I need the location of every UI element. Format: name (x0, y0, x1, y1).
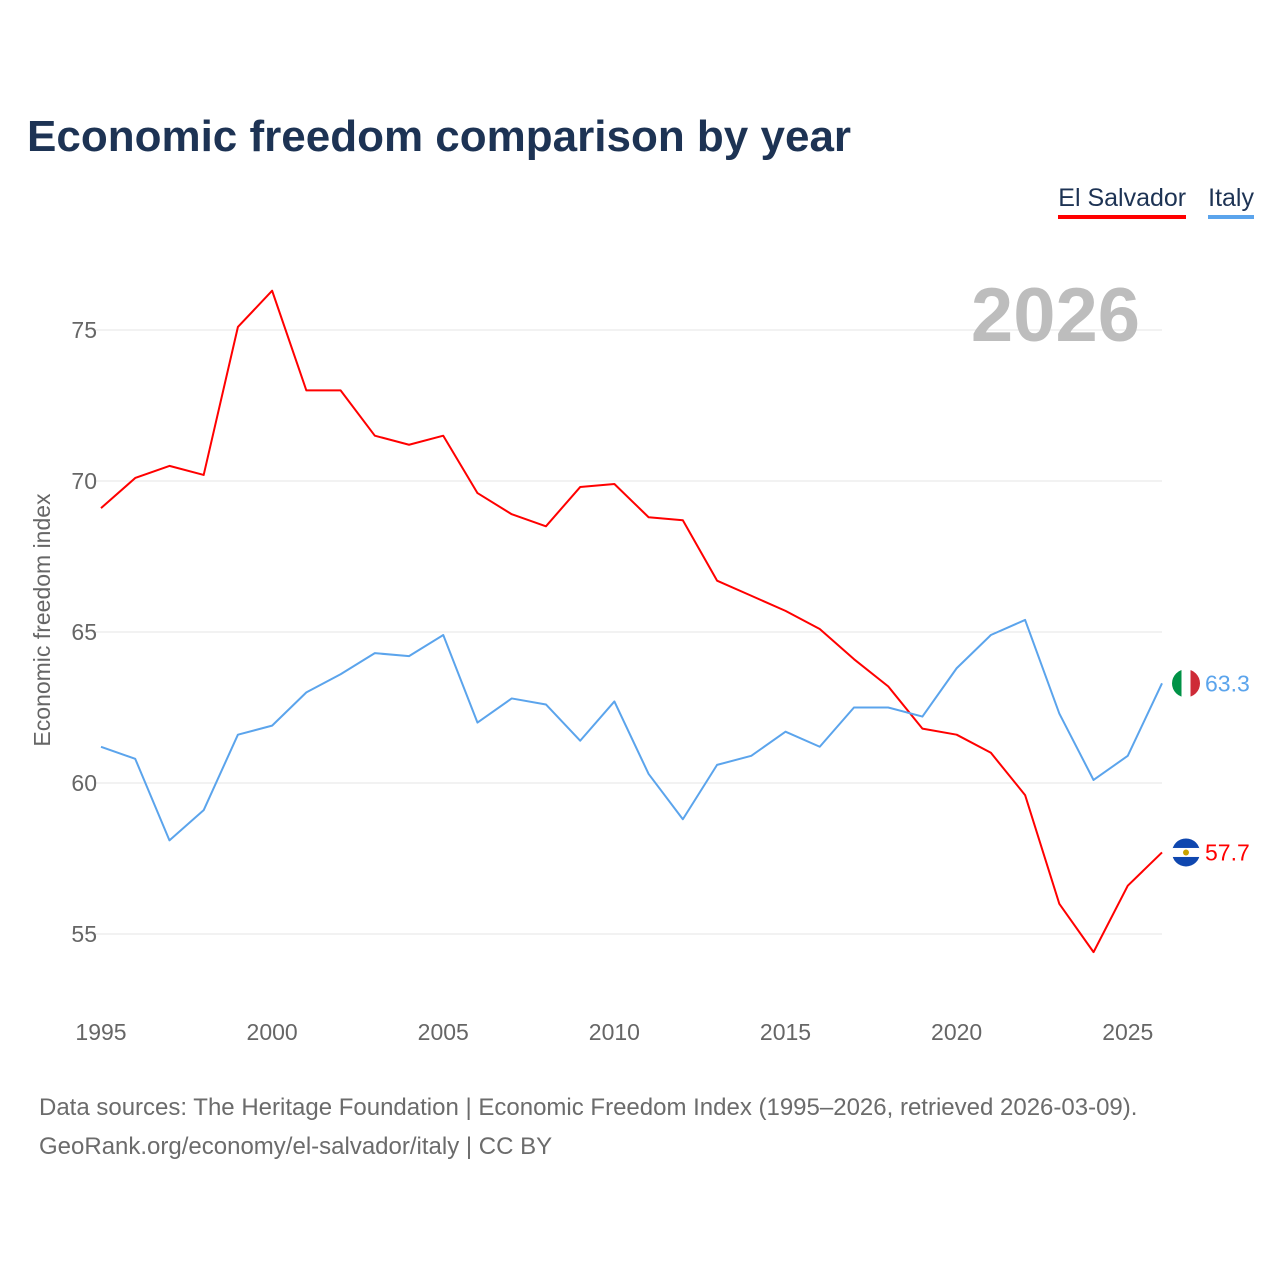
current-year-label: 2026 (971, 273, 1140, 358)
y-tick-label: 75 (71, 317, 97, 343)
italy-flag-icon (1172, 669, 1200, 698)
y-axis-label: Economic freedom index (29, 493, 55, 747)
attribution-link[interactable]: GeoRank.org/economy/el-salvador/italy | … (39, 1133, 553, 1160)
legend-item-el-salvador[interactable]: El Salvador (1058, 184, 1187, 219)
x-tick-label: 2005 (418, 1019, 469, 1045)
data-source-text: Data sources: The Heritage Foundation | … (39, 1094, 1138, 1121)
legend-item-italy[interactable]: Italy (1208, 184, 1254, 219)
x-tick-label: 2025 (1102, 1019, 1153, 1045)
x-tick-label: 1995 (75, 1019, 126, 1045)
legend: El Salvador Italy (1058, 184, 1254, 219)
el-salvador-flag-icon (1172, 838, 1200, 867)
series-line-el-salvador (100, 289, 1163, 954)
end-value-label-italy: 63.3 (1205, 670, 1250, 696)
x-tick-label: 2000 (247, 1019, 298, 1045)
x-tick-label: 2015 (760, 1019, 811, 1045)
x-tick-label: 2010 (589, 1019, 640, 1045)
y-tick-label: 55 (71, 921, 97, 947)
y-tick-label: 70 (71, 468, 97, 494)
series-line-italy (100, 618, 1163, 842)
end-value-label-el-salvador: 57.7 (1205, 839, 1250, 865)
y-tick-label: 60 (71, 770, 97, 796)
footer: Data sources: The Heritage Foundation | … (39, 1088, 1137, 1166)
y-tick-label: 65 (71, 619, 97, 645)
chart-title: Economic freedom comparison by year (27, 112, 852, 161)
x-tick-label: 2020 (931, 1019, 982, 1045)
